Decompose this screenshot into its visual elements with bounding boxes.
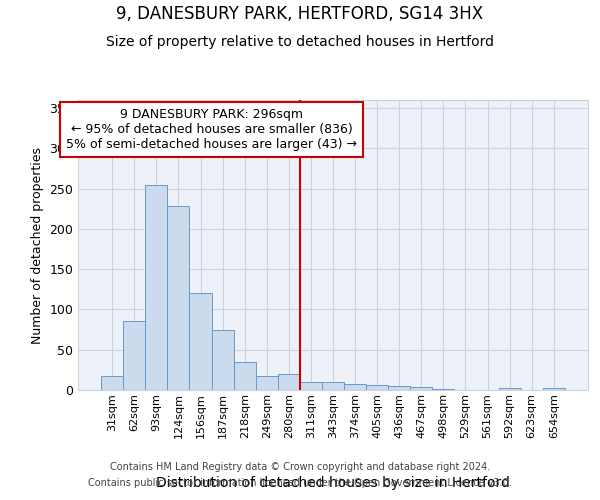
Bar — [278, 374, 300, 390]
Text: 9, DANESBURY PARK, HERTFORD, SG14 3HX: 9, DANESBURY PARK, HERTFORD, SG14 3HX — [116, 5, 484, 23]
Text: Size of property relative to detached houses in Hertford: Size of property relative to detached ho… — [106, 35, 494, 49]
Text: Contains public sector information licensed under the Open Government Licence v3: Contains public sector information licen… — [88, 478, 512, 488]
Bar — [410, 387, 433, 390]
Text: Distribution of detached houses by size in Hertford: Distribution of detached houses by size … — [156, 476, 510, 490]
Bar — [366, 385, 388, 390]
Bar — [499, 388, 521, 390]
Bar — [101, 376, 123, 390]
Bar — [543, 388, 565, 390]
Bar — [256, 376, 278, 390]
Bar — [145, 184, 167, 390]
Bar — [212, 330, 233, 390]
Bar — [300, 382, 322, 390]
Bar — [190, 294, 212, 390]
Text: Contains HM Land Registry data © Crown copyright and database right 2024.: Contains HM Land Registry data © Crown c… — [110, 462, 490, 472]
Bar — [167, 206, 190, 390]
Bar — [344, 384, 366, 390]
Bar — [322, 382, 344, 390]
Y-axis label: Number of detached properties: Number of detached properties — [31, 146, 44, 344]
Bar — [433, 389, 454, 390]
Bar — [388, 386, 410, 390]
Text: 9 DANESBURY PARK: 296sqm
← 95% of detached houses are smaller (836)
5% of semi-d: 9 DANESBURY PARK: 296sqm ← 95% of detach… — [66, 108, 357, 151]
Bar — [233, 362, 256, 390]
Bar — [123, 320, 145, 390]
